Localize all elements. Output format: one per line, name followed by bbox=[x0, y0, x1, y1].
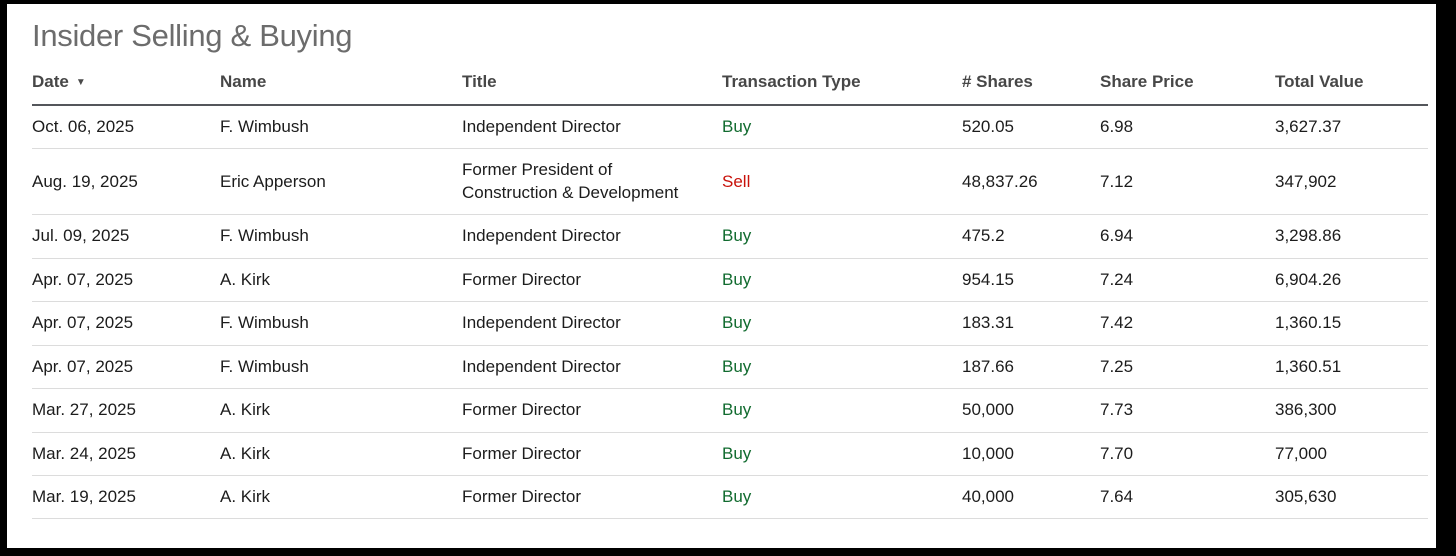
column-header-label: Transaction Type bbox=[722, 72, 861, 91]
cell-transaction_type: Buy bbox=[722, 301, 962, 346]
cell-share_price: 6.94 bbox=[1100, 214, 1275, 259]
cell-name: F. Wimbush bbox=[220, 345, 462, 390]
cell-transaction_type: Buy bbox=[722, 214, 962, 259]
table-row: Aug. 19, 2025 Eric Apperson Former Preside… bbox=[32, 148, 1428, 216]
cell-transaction_type: Sell bbox=[722, 148, 962, 216]
cell-date: Mar. 24, 2025 bbox=[32, 432, 220, 476]
cell-transaction_type: Buy bbox=[722, 258, 962, 303]
column-header-total_value[interactable]: Total Value bbox=[1275, 72, 1428, 106]
cell-name: F. Wimbush bbox=[220, 301, 462, 346]
cell-shares: 520.05 bbox=[962, 105, 1100, 150]
cell-share_price: 7.64 bbox=[1100, 475, 1275, 520]
column-header-label: Date bbox=[32, 72, 69, 91]
table-row: Mar. 27, 2025 A. Kirk Former Director Buy 50… bbox=[32, 388, 1428, 433]
cell-name: A. Kirk bbox=[220, 432, 462, 476]
cell-name: A. Kirk bbox=[220, 388, 462, 433]
column-header-label: Name bbox=[220, 72, 267, 91]
cell-date: Mar. 19, 2025 bbox=[32, 475, 220, 520]
cell-share_price: 6.98 bbox=[1100, 105, 1275, 150]
page-title: Insider Selling & Buying bbox=[32, 18, 353, 53]
column-header-share_price[interactable]: Share Price bbox=[1100, 72, 1275, 106]
cell-total_value: 305,630 bbox=[1275, 475, 1428, 520]
cell-date: Apr. 07, 2025 bbox=[32, 345, 220, 390]
insider-trading-panel: Insider Selling & Buying Date ▼ Name Title T… bbox=[7, 4, 1436, 548]
table-row: Mar. 24, 2025 A. Kirk Former Director Buy 10… bbox=[32, 432, 1428, 476]
cell-date: Jul. 09, 2025 bbox=[32, 214, 220, 259]
cell-date: Mar. 27, 2025 bbox=[32, 388, 220, 433]
cell-shares: 475.2 bbox=[962, 214, 1100, 259]
cell-shares: 50,000 bbox=[962, 388, 1100, 433]
cell-transaction_type: Buy bbox=[722, 475, 962, 520]
table-row: Apr. 07, 2025 A. Kirk Former Director Buy 95… bbox=[32, 258, 1428, 303]
column-header-label: Total Value bbox=[1275, 72, 1364, 91]
cell-date: Apr. 07, 2025 bbox=[32, 301, 220, 346]
cell-shares: 48,837.26 bbox=[962, 148, 1100, 216]
cell-name: A. Kirk bbox=[220, 258, 462, 303]
cell-title: Former Director bbox=[462, 258, 722, 303]
column-header-label: # Shares bbox=[962, 72, 1033, 91]
cell-transaction_type: Buy bbox=[722, 432, 962, 476]
insider-trades-table: Date ▼ Name Title Transaction Type # Shares Sh… bbox=[32, 72, 1428, 520]
table-row: Mar. 19, 2025 A. Kirk Former Director Buy 40… bbox=[32, 475, 1428, 520]
cell-name: Eric Apperson bbox=[220, 148, 462, 216]
cell-total_value: 347,902 bbox=[1275, 148, 1428, 216]
table-row: Jul. 09, 2025 F. Wimbush Independent Direc… bbox=[32, 214, 1428, 259]
cell-title: Former Director bbox=[462, 388, 722, 433]
table-header-row: Date ▼ Name Title Transaction Type # Shares Sh… bbox=[32, 72, 1428, 106]
cell-transaction_type: Buy bbox=[722, 345, 962, 390]
cell-title: Former Director bbox=[462, 432, 722, 476]
cell-share_price: 7.12 bbox=[1100, 148, 1275, 216]
cell-share_price: 7.24 bbox=[1100, 258, 1275, 303]
cell-share_price: 7.25 bbox=[1100, 345, 1275, 390]
cell-total_value: 1,360.51 bbox=[1275, 345, 1428, 390]
cell-total_value: 3,298.86 bbox=[1275, 214, 1428, 259]
cell-title: Independent Director bbox=[462, 214, 722, 259]
cell-share_price: 7.70 bbox=[1100, 432, 1275, 476]
column-header-label: Title bbox=[462, 72, 497, 91]
column-header-title[interactable]: Title bbox=[462, 72, 722, 106]
cell-transaction_type: Buy bbox=[722, 105, 962, 150]
cell-date: Apr. 07, 2025 bbox=[32, 258, 220, 303]
cell-title: Former Director bbox=[462, 475, 722, 520]
table-row: Apr. 07, 2025 F. Wimbush Independent Direc… bbox=[32, 345, 1428, 390]
cell-title: Independent Director bbox=[462, 345, 722, 390]
cell-total_value: 386,300 bbox=[1275, 388, 1428, 433]
sort-desc-icon: ▼ bbox=[75, 77, 86, 88]
cell-shares: 40,000 bbox=[962, 475, 1100, 520]
cell-share_price: 7.73 bbox=[1100, 388, 1275, 433]
cell-title: Former President of Construction & Devel… bbox=[462, 148, 722, 216]
cell-shares: 183.31 bbox=[962, 301, 1100, 346]
column-header-date[interactable]: Date ▼ bbox=[32, 72, 220, 106]
cell-title: Independent Director bbox=[462, 301, 722, 346]
cell-transaction_type: Buy bbox=[722, 388, 962, 433]
cell-total_value: 6,904.26 bbox=[1275, 258, 1428, 303]
cell-shares: 954.15 bbox=[962, 258, 1100, 303]
cell-name: F. Wimbush bbox=[220, 105, 462, 150]
column-header-label: Share Price bbox=[1100, 72, 1194, 91]
column-header-shares[interactable]: # Shares bbox=[962, 72, 1100, 106]
cell-title: Independent Director bbox=[462, 105, 722, 150]
cell-total_value: 77,000 bbox=[1275, 432, 1428, 476]
cell-date: Aug. 19, 2025 bbox=[32, 148, 220, 216]
table-row: Apr. 07, 2025 F. Wimbush Independent Direc… bbox=[32, 301, 1428, 346]
cell-shares: 187.66 bbox=[962, 345, 1100, 390]
column-header-name[interactable]: Name bbox=[220, 72, 462, 106]
table-row: Oct. 06, 2025 F. Wimbush Independent Direc… bbox=[32, 105, 1428, 150]
cell-total_value: 1,360.15 bbox=[1275, 301, 1428, 346]
cell-shares: 10,000 bbox=[962, 432, 1100, 476]
cell-name: A. Kirk bbox=[220, 475, 462, 520]
cell-date: Oct. 06, 2025 bbox=[32, 105, 220, 150]
cell-total_value: 3,627.37 bbox=[1275, 105, 1428, 150]
column-header-transaction_type[interactable]: Transaction Type bbox=[722, 72, 962, 106]
cell-share_price: 7.42 bbox=[1100, 301, 1275, 346]
cell-name: F. Wimbush bbox=[220, 214, 462, 259]
